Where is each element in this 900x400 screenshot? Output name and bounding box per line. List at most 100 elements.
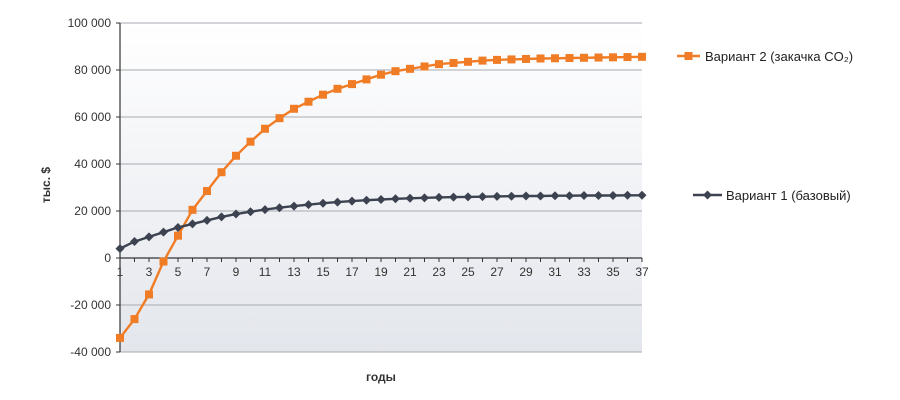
x-tick-label: 29 (519, 265, 533, 279)
data-point (318, 198, 328, 208)
data-point (217, 168, 226, 177)
x-tick-label: 21 (403, 265, 417, 279)
data-point (608, 190, 618, 200)
series-1 (116, 52, 646, 342)
data-point (173, 222, 183, 232)
data-point (159, 227, 168, 237)
data-point (376, 194, 386, 204)
data-point (246, 137, 255, 146)
x-tick-label: 25 (461, 265, 475, 279)
data-point (434, 192, 444, 202)
data-point (377, 70, 385, 79)
data-point (406, 64, 414, 73)
data-point (463, 192, 473, 202)
legend-marker-series-1 (703, 190, 712, 200)
y-axis-ticks: 100 000 80 000 60 000 40 000 20 000 0 -20 000 -… (68, 16, 120, 359)
data-point (391, 67, 400, 76)
data-point (289, 201, 299, 211)
data-point (202, 215, 212, 225)
data-point (449, 192, 458, 202)
legend-marker-series-2 (684, 52, 693, 60)
data-point (333, 197, 342, 207)
data-point (536, 54, 545, 63)
data-point (275, 114, 284, 123)
data-point (275, 203, 284, 213)
data-point (232, 151, 240, 160)
data-point (261, 124, 269, 133)
x-tick-label: 19 (374, 265, 388, 279)
legend: Вариант 2 (закачка CO₂) Вариант 1 (базов… (677, 49, 853, 203)
data-point (507, 191, 516, 201)
data-point (304, 97, 313, 106)
gridlines (120, 22, 642, 353)
data-point (464, 57, 472, 66)
data-point (362, 195, 371, 205)
x-tick-label: 9 (233, 265, 240, 279)
data-point (188, 205, 197, 214)
y-tick-label: 40 000 (74, 157, 111, 171)
data-point (231, 209, 241, 219)
data-point (159, 257, 168, 266)
legend-item-series-1: Вариант 1 (базовый) (693, 188, 851, 203)
x-tick-label: 7 (204, 265, 211, 279)
data-point (391, 194, 400, 204)
data-point (449, 58, 458, 67)
data-point (550, 191, 560, 201)
y-tick-label: 20 000 (74, 204, 111, 218)
data-point (580, 53, 588, 62)
data-point (536, 191, 545, 201)
x-tick-label: 15 (316, 265, 330, 279)
x-axis-ticks: 1 3 5 7 9 11 13 15 17 19 21 23 25 27 29 31 33 35 37 (117, 258, 649, 279)
data-point (579, 190, 589, 200)
series-layer (115, 52, 647, 342)
data-point (347, 196, 357, 206)
data-point (420, 62, 429, 71)
y-tick-label: -40 000 (70, 345, 111, 359)
x-tick-label: 5 (175, 265, 182, 279)
x-tick-label: 11 (259, 265, 272, 279)
data-point (594, 53, 603, 62)
data-point (217, 212, 226, 222)
data-point (130, 237, 139, 247)
data-point (435, 60, 443, 69)
data-point (290, 104, 298, 113)
data-point (304, 200, 313, 210)
data-point (116, 333, 124, 342)
data-point (246, 207, 255, 217)
data-point (144, 232, 154, 242)
y-tick-label: 100 000 (68, 16, 112, 30)
data-point (565, 54, 574, 63)
y-tick-label: 0 (104, 251, 111, 265)
data-point (492, 191, 502, 201)
data-point (260, 205, 270, 215)
x-tick-label: 37 (635, 265, 649, 279)
x-tick-label: 3 (146, 265, 153, 279)
legend-label-series-2: Вариант 2 (закачка CO₂) (705, 49, 853, 64)
data-point (609, 53, 617, 62)
y-tick-label: -20 000 (70, 298, 111, 312)
data-point (145, 290, 153, 299)
data-point (565, 191, 574, 201)
data-point (551, 54, 559, 63)
data-point (130, 315, 139, 324)
data-point (478, 192, 487, 202)
y-tick-label: 60 000 (74, 110, 111, 124)
x-axis-label: годы (366, 370, 396, 384)
data-point (493, 55, 501, 64)
data-point (174, 231, 182, 240)
data-point (594, 190, 603, 200)
y-tick-label: 80 000 (74, 63, 111, 77)
data-point (188, 219, 197, 229)
y-axis-label: тыс. $ (39, 167, 53, 203)
data-point (623, 190, 632, 200)
data-point (522, 54, 530, 63)
data-point (638, 52, 646, 61)
x-tick-label: 27 (490, 265, 504, 279)
data-point (478, 56, 487, 65)
legend-label-series-1: Вариант 1 (базовый) (726, 188, 851, 203)
x-tick-label: 13 (287, 265, 301, 279)
x-tick-label: 23 (432, 265, 446, 279)
data-point (203, 187, 211, 196)
data-point (333, 84, 342, 93)
